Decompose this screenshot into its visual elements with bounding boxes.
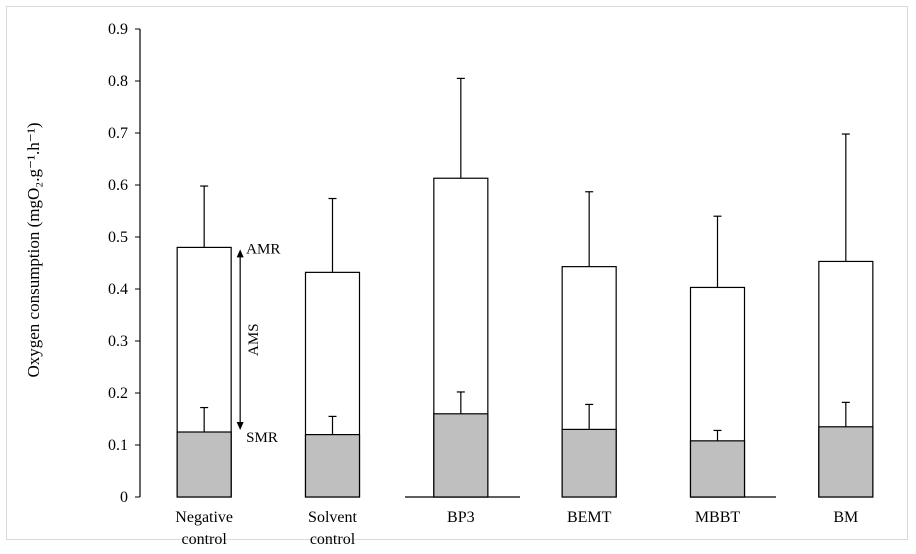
x-tick-label: control xyxy=(182,531,228,548)
y-tick-label: 0.5 xyxy=(108,229,128,246)
ams-annotation: AMS xyxy=(246,323,262,356)
smr-bar xyxy=(433,413,489,498)
smr-bar xyxy=(818,426,874,498)
y-tick-label: 0.4 xyxy=(108,281,128,298)
smr-bar xyxy=(561,428,617,498)
y-tick-label: 0.9 xyxy=(108,21,128,38)
x-tick-label: BP3 xyxy=(447,509,475,526)
ams-arrow-bottom-head xyxy=(236,422,244,430)
error-bars-group xyxy=(200,77,850,441)
axes xyxy=(135,28,776,498)
y-tick-label: 0.1 xyxy=(108,437,128,454)
y-tick-label: 0.7 xyxy=(108,125,128,142)
x-tick-label: MBBT xyxy=(695,509,741,526)
bars-group xyxy=(176,177,874,498)
annotations-group: AMR SMR AMS xyxy=(236,241,280,446)
y-tick-label: 0.8 xyxy=(108,73,128,90)
x-tick-label: control xyxy=(310,531,356,548)
y-axis-label: Oxygen consumption (mgO₂.g⁻¹.h⁻¹) xyxy=(24,122,43,378)
y-tick-label: 0.2 xyxy=(108,385,128,402)
ams-arrow-top-head xyxy=(236,249,244,258)
smr-bar xyxy=(689,440,746,498)
x-tick-label: Solvent xyxy=(308,509,357,526)
y-tick-label: 0.3 xyxy=(108,333,128,350)
x-tick-label: Negative xyxy=(175,509,233,526)
smr-bar xyxy=(304,434,361,498)
amr-annotation: AMR xyxy=(246,241,280,257)
smr-bar xyxy=(176,431,232,498)
smr-annotation: SMR xyxy=(246,430,278,446)
y-tick-label: 0.6 xyxy=(108,177,128,194)
y-tick-label: 0 xyxy=(120,489,128,506)
tick-labels-group: 0 0.1 0.2 0.3 0.4 0.5 0.6 0.7 0.8 0.9 Negative cont… xyxy=(108,21,858,548)
x-tick-label: BM xyxy=(833,509,858,526)
x-tick-label: BEMT xyxy=(567,509,612,526)
chart-frame xyxy=(6,6,908,540)
